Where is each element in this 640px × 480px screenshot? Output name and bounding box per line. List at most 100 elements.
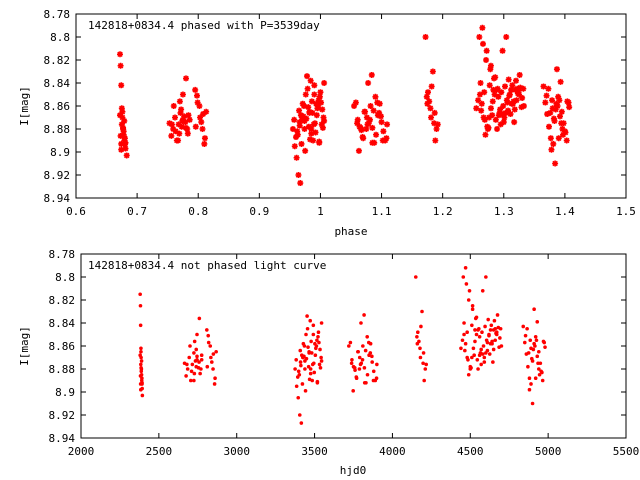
unphased-data-point bbox=[543, 345, 547, 349]
phased-data-point bbox=[552, 160, 559, 167]
unphased-data-point bbox=[537, 372, 542, 377]
phased-data-point bbox=[123, 152, 130, 159]
unphased-data-point bbox=[185, 367, 190, 371]
phased-data-point bbox=[543, 92, 550, 99]
phased-data-point bbox=[428, 83, 435, 90]
phased-data-point bbox=[500, 103, 507, 109]
phased-data-point bbox=[183, 75, 189, 82]
unphased-data-point bbox=[480, 330, 484, 335]
unphased-data-point bbox=[319, 359, 324, 363]
unphased-data-point bbox=[319, 355, 323, 360]
phased-data-point bbox=[297, 180, 304, 187]
unphased-data-point bbox=[477, 353, 482, 358]
unphased-y-tick-label: 8.92 bbox=[49, 409, 76, 422]
unphased-data-point bbox=[317, 340, 321, 345]
unphased-data-point bbox=[486, 317, 490, 322]
unphased-data-point bbox=[312, 370, 317, 375]
phased-data-point bbox=[486, 82, 493, 89]
unphased-data-point bbox=[138, 323, 143, 328]
phased-data-point bbox=[473, 105, 480, 112]
unphased-data-point bbox=[533, 335, 538, 339]
phased-data-point bbox=[120, 124, 127, 131]
unphased-data-point bbox=[419, 324, 423, 329]
phased-x-tick-label: 0.6 bbox=[66, 205, 86, 218]
unphased-data-point bbox=[188, 378, 193, 383]
unphased-data-point bbox=[213, 376, 217, 381]
unphased-data-point bbox=[536, 361, 540, 366]
unphased-data-point bbox=[468, 367, 473, 371]
unphased-data-point bbox=[374, 376, 379, 381]
unphased-data-point bbox=[482, 360, 487, 364]
phased-data-point bbox=[310, 121, 317, 128]
unphased-data-point bbox=[363, 348, 368, 353]
phased-y-tick-label: 8.94 bbox=[44, 192, 71, 205]
phased-data-point bbox=[307, 136, 314, 143]
phased-data-point bbox=[177, 109, 184, 116]
phased-data-point bbox=[311, 91, 318, 98]
unphased-data-point bbox=[464, 282, 469, 286]
phased-data-point bbox=[507, 111, 514, 118]
unphased-y-tick-label: 8.9 bbox=[55, 386, 75, 399]
phased-data-point bbox=[566, 104, 573, 111]
phased-data-point bbox=[354, 116, 361, 123]
phased-data-point bbox=[302, 147, 309, 154]
unphased-y-tick-label: 8.8 bbox=[55, 271, 75, 284]
phased-data-point bbox=[482, 131, 489, 138]
unphased-data-point bbox=[317, 362, 322, 367]
unphased-data-point bbox=[199, 353, 204, 358]
unphased-data-point bbox=[352, 366, 357, 370]
phased-data-point bbox=[352, 99, 359, 106]
unphased-data-point bbox=[466, 372, 471, 377]
phased-data-point bbox=[118, 140, 125, 147]
unphased-data-point bbox=[197, 316, 202, 321]
phased-x-tick-label: 0.8 bbox=[188, 205, 208, 218]
unphased-data-point bbox=[523, 333, 528, 338]
phased-data-point bbox=[320, 114, 327, 121]
unphased-data-point bbox=[357, 367, 362, 371]
phased-data-point bbox=[497, 106, 504, 113]
unphased-data-point bbox=[211, 367, 215, 371]
unphased-data-point bbox=[484, 275, 488, 279]
phased-data-point bbox=[558, 120, 565, 127]
phased-data-point bbox=[199, 126, 206, 132]
unphased-data-point bbox=[466, 298, 471, 302]
unphased-data-point bbox=[368, 351, 373, 355]
unphased-data-point bbox=[470, 307, 475, 312]
phased-data-point bbox=[491, 91, 498, 98]
phased-data-point bbox=[307, 77, 314, 84]
phased-data-point bbox=[304, 85, 311, 92]
unphased-data-point bbox=[528, 338, 533, 343]
phased-data-point bbox=[184, 126, 191, 132]
unphased-data-point bbox=[214, 349, 218, 354]
unphased-data-point bbox=[488, 328, 493, 332]
phased-data-point bbox=[354, 120, 361, 127]
phased-data-point bbox=[553, 66, 560, 73]
phased-data-point bbox=[304, 73, 310, 80]
unphased-data-point bbox=[423, 367, 428, 371]
phased-data-point bbox=[361, 108, 368, 115]
unphased-data-point bbox=[185, 362, 189, 367]
phased-data-point bbox=[194, 99, 201, 106]
phased-data-point bbox=[378, 119, 385, 126]
unphased-data-point bbox=[309, 339, 313, 344]
phased-data-point bbox=[122, 145, 129, 152]
phased-data-point bbox=[380, 128, 387, 135]
unphased-data-point bbox=[140, 393, 145, 398]
phased-data-point bbox=[319, 124, 326, 131]
phased-data-point bbox=[351, 103, 358, 109]
phased-y-tick-label: 8.78 bbox=[44, 8, 71, 21]
unphased-chart-title: 142818+0834.4 not phased light curve bbox=[88, 259, 326, 272]
unphased-data-point bbox=[139, 359, 144, 363]
phased-data-point bbox=[367, 103, 374, 109]
unphased-data-point bbox=[537, 367, 541, 371]
phased-chart-title: 142818+0834.4 phased with P=3539day bbox=[88, 19, 320, 32]
phased-data-point bbox=[299, 100, 306, 107]
unphased-data-point bbox=[531, 347, 536, 352]
unphased-data-point bbox=[311, 332, 316, 337]
unphased-data-point bbox=[421, 361, 425, 366]
phased-data-point bbox=[117, 62, 124, 69]
unphased-data-point bbox=[348, 340, 353, 345]
unphased-data-point bbox=[535, 320, 540, 324]
phased-data-point bbox=[316, 139, 323, 146]
phased-data-point bbox=[490, 86, 497, 93]
